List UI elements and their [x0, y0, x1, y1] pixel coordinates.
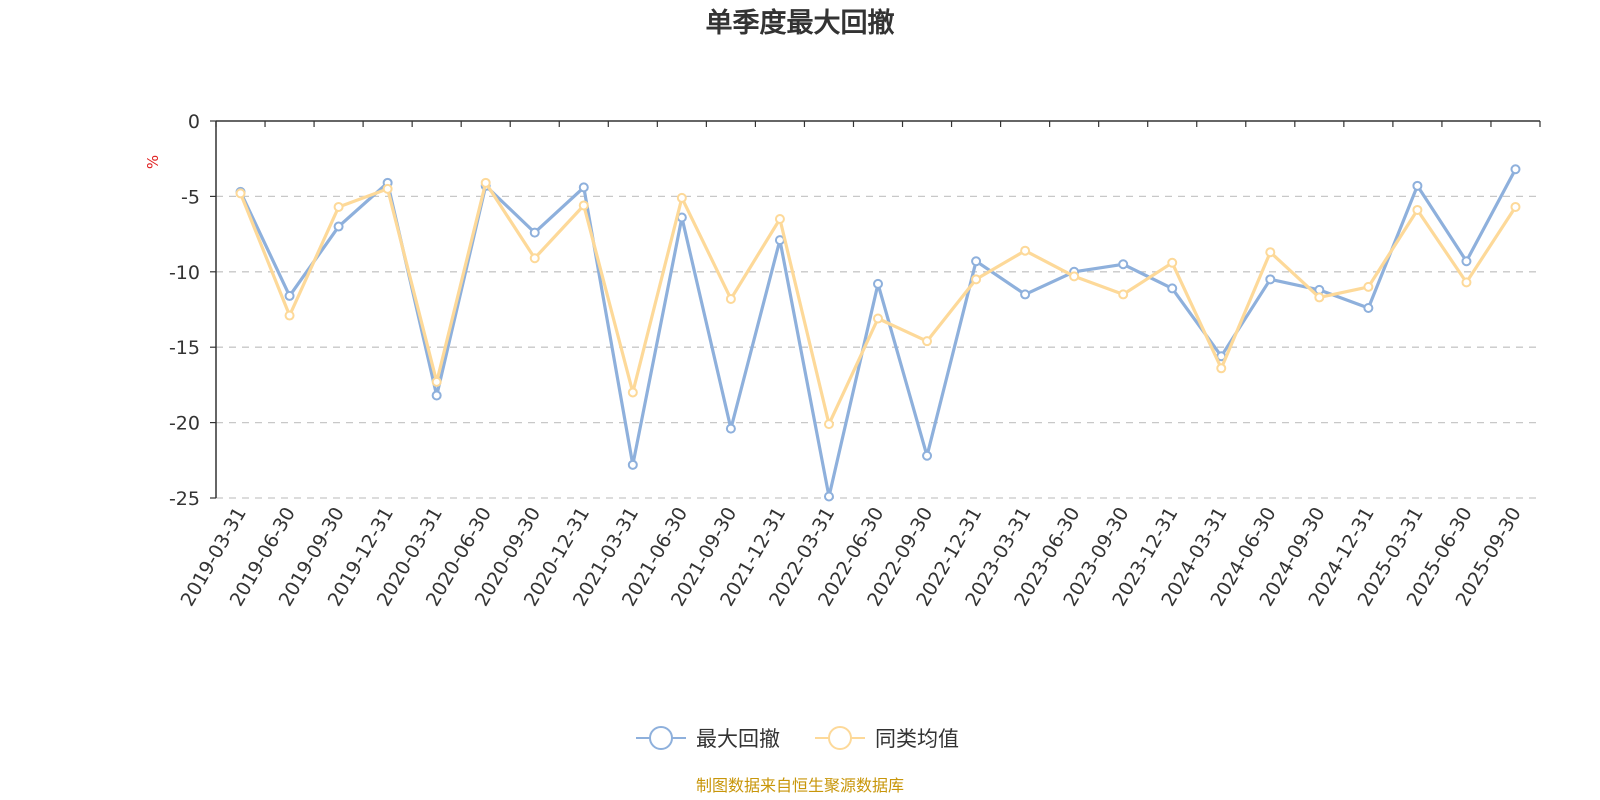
data-point	[578, 182, 589, 193]
data-point	[971, 256, 982, 267]
data-point	[284, 310, 295, 321]
y-tick-label: 0	[188, 111, 200, 133]
data-point	[235, 188, 246, 199]
data-point	[1510, 164, 1521, 175]
data-point	[1314, 292, 1325, 303]
data-point	[431, 376, 442, 387]
data-point	[578, 200, 589, 211]
data-point	[873, 313, 883, 324]
data-point	[1069, 271, 1080, 282]
data-point	[1265, 274, 1276, 285]
data-point	[1510, 201, 1521, 212]
legend-marker	[828, 726, 852, 750]
data-point	[1118, 259, 1129, 270]
series-2	[235, 177, 1521, 430]
data-point	[627, 459, 638, 470]
data-point	[971, 274, 982, 285]
legend-item: 同类均值	[815, 726, 959, 751]
legend-label: 同类均值	[875, 727, 959, 751]
data-point	[1412, 180, 1423, 191]
data-source-note: 制图数据来自恒生聚源数据库	[696, 776, 904, 795]
data-point	[529, 253, 540, 264]
data-point	[1020, 245, 1031, 256]
data-point	[823, 419, 834, 430]
data-point	[333, 201, 344, 212]
data-point	[922, 336, 933, 347]
data-point	[1216, 363, 1227, 374]
data-point	[676, 192, 687, 203]
series-line	[239, 181, 1517, 426]
series-1	[235, 164, 1521, 502]
data-point	[1363, 302, 1374, 313]
y-axis-unit: %	[144, 155, 162, 169]
data-point	[725, 423, 736, 434]
data-point	[774, 214, 785, 225]
chart-title: 单季度最大回撤	[706, 7, 895, 39]
data-point	[1020, 289, 1031, 300]
y-tick-label: -5	[181, 186, 200, 208]
legend: 最大回撤 同类均值	[636, 726, 959, 751]
data-point	[1461, 277, 1472, 288]
data-point	[1167, 257, 1178, 268]
legend-item: 最大回撤	[636, 726, 780, 751]
data-point	[627, 387, 638, 398]
series-line	[239, 168, 1517, 499]
grid-lines	[216, 195, 1540, 499]
y-tick-label: -25	[169, 488, 200, 510]
data-point	[1118, 289, 1129, 300]
data-point	[1167, 283, 1178, 294]
y-tick-label: -20	[169, 413, 200, 435]
data-point	[284, 290, 295, 301]
data-point	[1461, 256, 1472, 267]
data-point	[333, 221, 344, 232]
data-point	[873, 278, 883, 289]
data-point	[922, 450, 933, 461]
data-point	[1363, 281, 1374, 292]
data-point	[823, 491, 834, 502]
data-point	[1265, 247, 1276, 258]
data-point	[529, 227, 540, 238]
data-point	[1412, 204, 1423, 215]
y-tick-label: -15	[169, 337, 200, 359]
legend-marker	[649, 726, 673, 750]
axes: 0-5-10-15-20-252019-03-312019-06-302019-…	[169, 111, 1541, 610]
data-point	[480, 177, 491, 188]
y-tick-label: -10	[169, 262, 200, 284]
data-point	[431, 390, 442, 401]
data-point	[382, 183, 393, 194]
data-point	[725, 293, 736, 304]
series-layer	[235, 164, 1521, 502]
legend-label: 最大回撤	[696, 727, 780, 751]
